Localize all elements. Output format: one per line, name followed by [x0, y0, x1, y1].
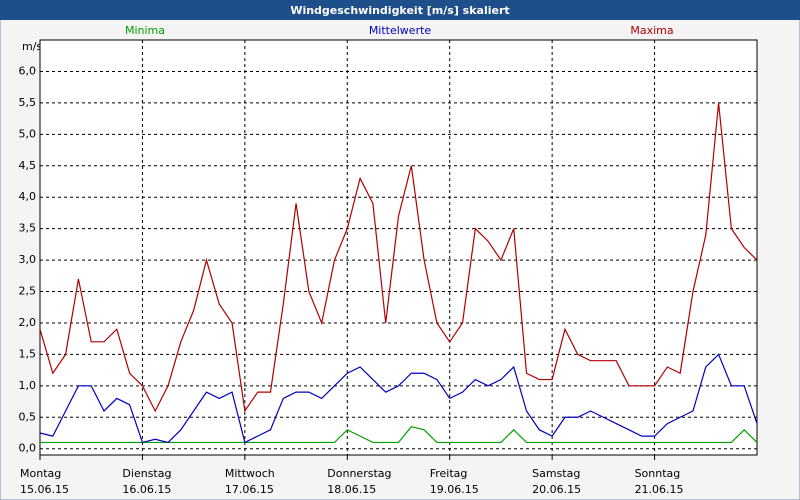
title-bar: [0, 0, 800, 20]
y-unit: m/s: [22, 40, 42, 53]
y-tick-label: 2,5: [19, 285, 37, 298]
y-tick-label: 2,0: [19, 316, 37, 329]
y-tick-label: 4,0: [19, 190, 37, 203]
legend-label: Maxima: [630, 24, 673, 37]
y-tick-label: 3,0: [19, 253, 37, 266]
legend-label: Mittelwerte: [369, 24, 432, 37]
x-tick-label: Mittwoch: [225, 467, 275, 480]
series-line: [40, 426, 758, 444]
y-tick-label: 1,5: [19, 347, 37, 360]
x-tick-date: 15.06.15: [20, 483, 69, 496]
y-tick-label: 5,0: [19, 127, 37, 140]
y-tick-label: 0,0: [19, 442, 37, 455]
legend-label: Minima: [125, 24, 165, 37]
y-tick-label: 6,0: [19, 64, 37, 77]
y-tick-label: 1,0: [19, 379, 37, 392]
x-tick-date: 21.06.15: [635, 483, 684, 496]
x-tick-date: 16.06.15: [122, 483, 171, 496]
y-tick-label: 3,5: [19, 222, 37, 235]
series-line: [39, 102, 758, 413]
x-tick-date: 20.06.15: [532, 483, 581, 496]
x-tick-label: Freitag: [430, 467, 468, 480]
series-line: [39, 353, 758, 444]
x-tick-date: 18.06.15: [327, 483, 376, 496]
x-tick-label: Samstag: [532, 467, 580, 480]
plot-area: [39, 39, 758, 456]
chart-title: Windgeschwindigkeit [m/s] skaliert: [290, 4, 509, 17]
x-tick-date: 19.06.15: [430, 483, 479, 496]
y-tick-label: 5,5: [19, 96, 37, 109]
x-tick-label: Montag: [20, 467, 61, 480]
y-tick-label: 0,5: [19, 410, 37, 423]
y-tick-label: 4,5: [19, 159, 37, 172]
x-tick-label: Donnerstag: [327, 467, 391, 480]
x-tick-label: Dienstag: [122, 467, 171, 480]
x-tick-date: 17.06.15: [225, 483, 274, 496]
x-tick-label: Sonntag: [635, 467, 681, 480]
